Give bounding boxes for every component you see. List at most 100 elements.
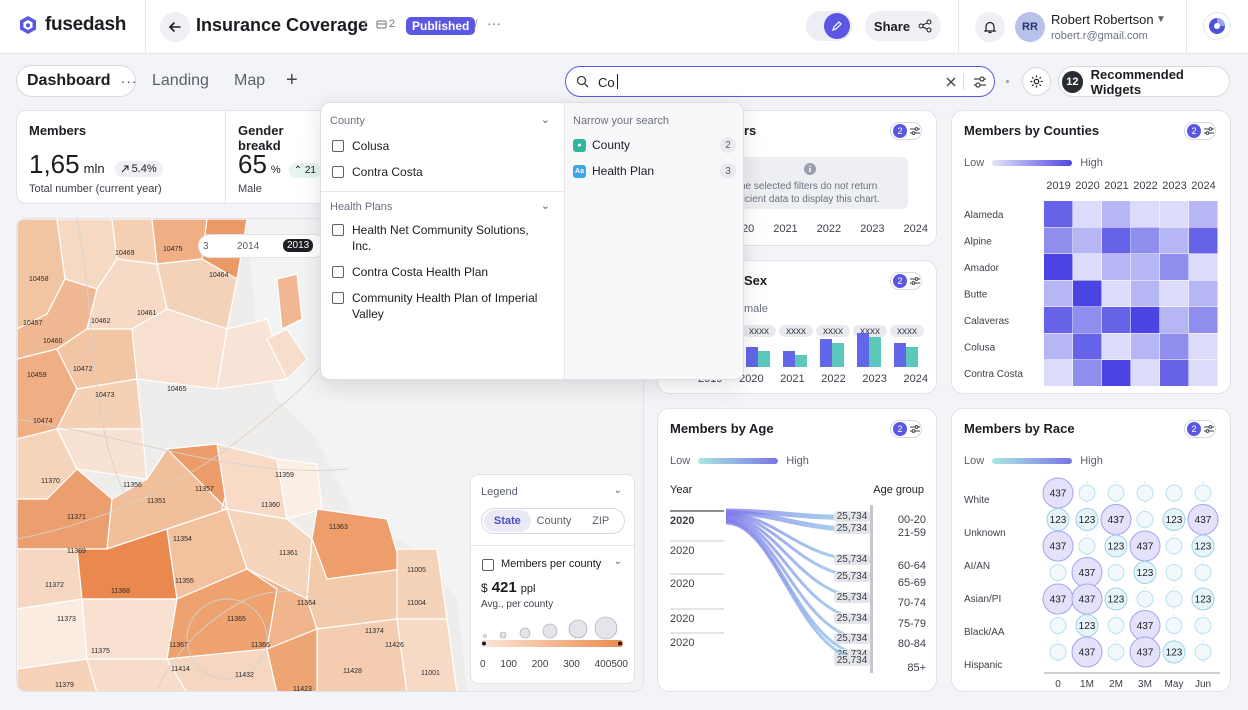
share-icon <box>918 19 932 33</box>
info-icon <box>804 163 816 175</box>
tab-map[interactable]: Map <box>234 72 266 89</box>
chevron-down-icon[interactable]: ⌄ <box>540 114 550 126</box>
heatmap-cell <box>1073 280 1102 307</box>
checkbox[interactable] <box>332 140 344 152</box>
selected-year[interactable]: 2013 <box>283 239 314 252</box>
option-contra-costa-health-plan[interactable]: Contra Costa Health Plan <box>332 264 488 280</box>
segment-county[interactable]: County <box>536 515 572 527</box>
bar-male <box>758 351 770 367</box>
metric-checkbox[interactable] <box>482 559 494 571</box>
fusedash-logo-icon <box>20 16 36 34</box>
year-label: 2020 <box>670 578 694 590</box>
legend-level-segmented[interactable]: State County ZIP <box>481 508 625 534</box>
notifications-button[interactable] <box>975 12 1005 42</box>
page-count[interactable]: 2 <box>376 18 395 30</box>
filter-chip[interactable]: 2 <box>890 272 922 290</box>
breadcrumb-separator: / <box>474 17 478 32</box>
filter-chip[interactable]: 2 <box>890 420 922 438</box>
legend-value: $ 421 ppl <box>481 579 536 596</box>
segment-state[interactable]: State <box>484 510 531 532</box>
group-header-health-plans[interactable]: Health Plans <box>330 201 393 213</box>
narrow-search-panel: Narrow your search ● County 2 Aa Health … <box>564 103 743 379</box>
search-results-dropdown[interactable]: County ⌄ Colusa Contra Costa Health Plan… <box>320 102 744 380</box>
trend-badge: 5.4% <box>114 161 163 177</box>
bubble <box>1107 484 1125 502</box>
map-legend[interactable]: Legend ⌄ State County ZIP Members per co… <box>470 474 635 684</box>
checkbox[interactable] <box>332 224 344 236</box>
narrow-health-plan[interactable]: Aa Health Plan 3 <box>573 160 736 182</box>
back-button[interactable] <box>160 12 190 42</box>
arrow-left-icon <box>168 22 181 32</box>
zip-label: 11360 <box>261 502 280 509</box>
filter-chip[interactable]: 2 <box>890 122 922 140</box>
zip-label: 10457 <box>23 320 43 327</box>
workspace-logo-icon[interactable] <box>1203 12 1231 40</box>
segment-zip[interactable]: ZIP <box>592 515 610 527</box>
bar-male <box>832 343 844 367</box>
zip-label: 11370 <box>41 478 60 485</box>
settings-button[interactable] <box>1022 67 1051 96</box>
bar-label-pill <box>742 325 776 337</box>
narrow-county[interactable]: ● County 2 <box>573 134 736 156</box>
chevron-down-icon[interactable]: ⌄ <box>613 485 622 496</box>
recommended-widgets-button[interactable]: 12 Recommended Widgets <box>1058 66 1230 97</box>
zip-label: 10459 <box>27 372 47 379</box>
bubble-label: 437 <box>1050 542 1067 553</box>
divider <box>958 0 959 54</box>
app-logo[interactable]: fusedash <box>18 14 126 36</box>
y-tick-label: AI/AN <box>964 561 990 572</box>
breadcrumb-more-button[interactable]: ··· <box>487 15 501 31</box>
chevron-down-icon[interactable]: ⌄ <box>540 200 550 212</box>
option-colusa[interactable]: Colusa <box>332 138 389 154</box>
members-by-age-card[interactable]: Members by Age 2 Low High Year Age group… <box>657 408 937 692</box>
chevron-down-icon[interactable]: ⌄ <box>613 556 622 567</box>
zip-label: 11414 <box>171 666 190 673</box>
zip-label: 11423 <box>293 686 312 692</box>
gender-kpi-card[interactable]: Gender breakd 65 % ⌃ 21 Male <box>226 110 326 204</box>
heatmap-cell <box>1189 360 1218 386</box>
year-slider[interactable]: 3 2014 2013 <box>198 234 326 258</box>
chevron-down-icon[interactable]: ▼ <box>1156 14 1166 25</box>
status-badge[interactable]: Published <box>406 17 476 35</box>
tab-dashboard[interactable]: Dashboard ··· <box>16 65 138 97</box>
group-header-county[interactable]: County <box>330 115 365 127</box>
bubble <box>1194 564 1212 581</box>
y-tick-label: Butte <box>964 290 988 301</box>
filter-chip[interactable]: 2 <box>1184 420 1216 438</box>
clear-icon[interactable] <box>946 77 956 87</box>
checkbox[interactable] <box>332 266 344 278</box>
heatmap-cell <box>1073 307 1102 333</box>
avatar[interactable]: RR <box>1015 12 1045 42</box>
metric-select[interactable]: Members per county <box>482 557 601 571</box>
tab-more-button[interactable]: ··· <box>120 73 138 89</box>
share-button[interactable]: Share <box>865 11 941 41</box>
checkbox[interactable] <box>332 292 344 304</box>
card-title: Members <box>29 123 87 138</box>
option-community-health-plan[interactable]: Community Health Plan of Imperial Valley <box>332 290 547 322</box>
search-input[interactable] <box>598 72 898 92</box>
bar-female <box>783 351 795 367</box>
heatmap-cell <box>1073 201 1102 227</box>
bar-label: xxxx <box>860 326 880 337</box>
filter-chip[interactable]: 2 <box>1184 122 1216 140</box>
zip-label: 10461 <box>137 310 157 317</box>
zip-label: 11365 <box>227 616 246 623</box>
bubble <box>1136 511 1154 528</box>
edit-mode-toggle[interactable] <box>806 11 852 41</box>
option-contra-costa[interactable]: Contra Costa <box>332 164 423 180</box>
members-kpi-card[interactable]: Members 1,65 mln 5.4% Total number (curr… <box>16 110 226 204</box>
sliders-icon[interactable] <box>973 75 987 89</box>
members-by-counties-card[interactable]: Members by Counties 2 Low High 2019 2020 2… <box>951 110 1231 394</box>
checkbox[interactable] <box>332 166 344 178</box>
user-name[interactable]: Robert Robertson <box>1051 12 1154 27</box>
tab-landing[interactable]: Landing <box>152 72 209 89</box>
bubble <box>1162 640 1186 664</box>
option-health-net[interactable]: Health Net Community Solutions, Inc. <box>332 222 547 254</box>
heatmap-cell <box>1102 333 1131 360</box>
members-by-race-card[interactable]: Members by Race 2 Low High White Unknown A… <box>951 408 1231 692</box>
search-bar[interactable] <box>565 66 995 97</box>
heatmap-cell <box>1131 227 1160 254</box>
heatmap-cell <box>1189 227 1218 254</box>
bubble-label: 123 <box>1050 515 1067 526</box>
add-tab-button[interactable]: + <box>286 69 298 91</box>
